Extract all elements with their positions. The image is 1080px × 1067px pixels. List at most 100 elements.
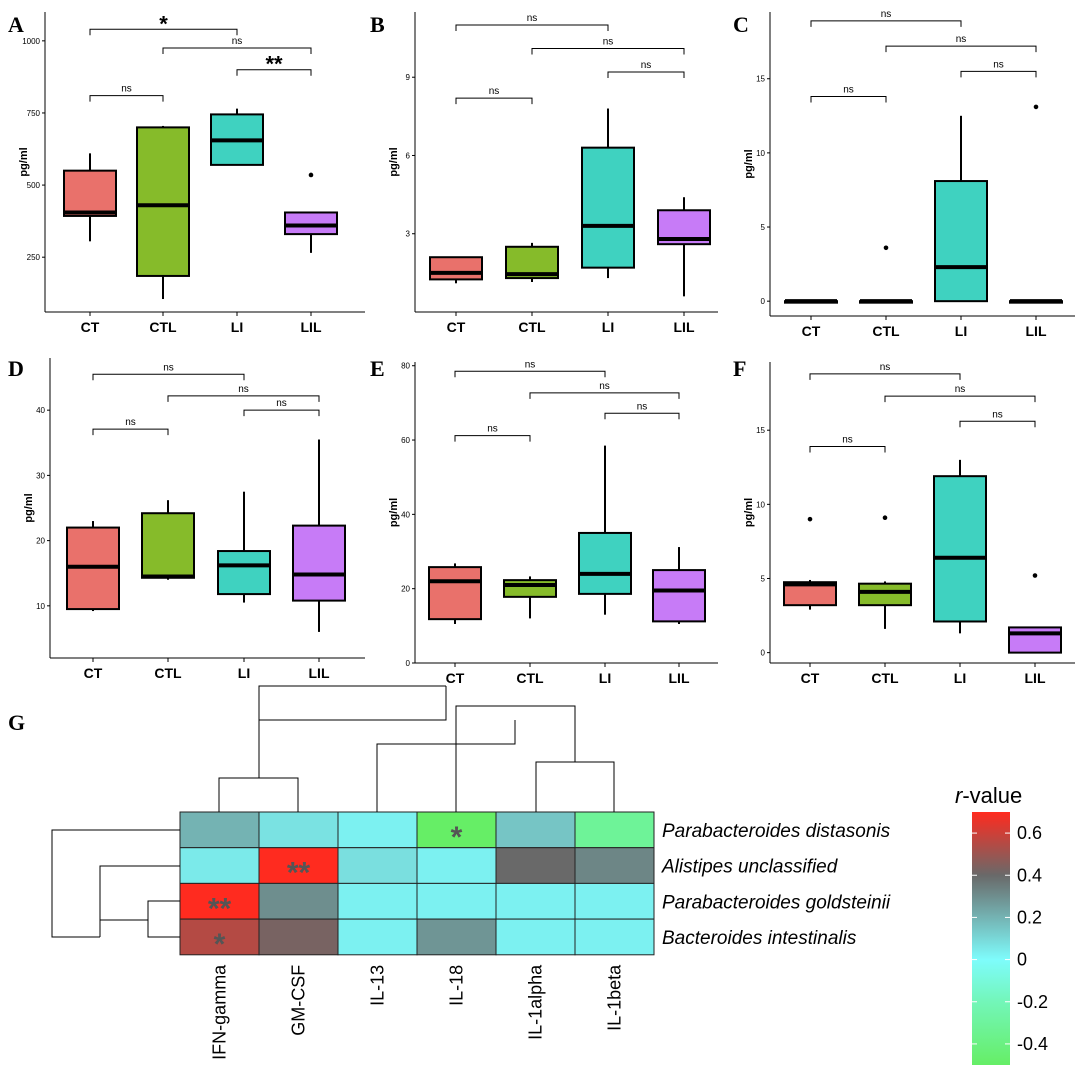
box-ctl bbox=[858, 582, 912, 607]
y-axis-label: pg/ml bbox=[388, 498, 400, 527]
box-ct bbox=[63, 169, 117, 217]
significance-label: ns bbox=[599, 381, 610, 392]
y-tick-label: 40 bbox=[36, 406, 45, 415]
panel-f: Fpg/ml 0 5 10 15 CT CTL LI LIL ns ns ns ns bbox=[733, 356, 1075, 686]
x-tick-label: LIL bbox=[1025, 670, 1046, 686]
heatmap-cell bbox=[179, 847, 260, 884]
legend-tick-label: 0 bbox=[1017, 950, 1027, 970]
panel-letter: G bbox=[8, 710, 25, 735]
box-ctl bbox=[141, 512, 195, 579]
significance-label: ns bbox=[487, 424, 498, 435]
y-tick-label: 0 bbox=[761, 297, 766, 306]
y-tick-label: 15 bbox=[756, 75, 765, 84]
significance-label: ns bbox=[527, 13, 538, 24]
significance-label: ns bbox=[125, 417, 136, 428]
heatmap-cell bbox=[337, 847, 418, 884]
x-tick-label: CTL bbox=[516, 670, 544, 686]
column-label: IL-18 bbox=[447, 965, 467, 1006]
row-dendrogram bbox=[51, 829, 180, 938]
heatmap-cell bbox=[179, 918, 260, 956]
comparison-bracket bbox=[607, 71, 685, 78]
row-label: Alistipes unclassified bbox=[661, 857, 839, 878]
y-tick-label: 10 bbox=[36, 602, 45, 611]
x-tick-label: LI bbox=[954, 670, 966, 686]
x-tick-label: CT bbox=[81, 319, 100, 335]
legend-colorbar bbox=[972, 812, 1010, 1065]
y-tick-label: 30 bbox=[36, 471, 45, 480]
y-tick-label: 40 bbox=[401, 510, 410, 519]
heatmap-cell bbox=[574, 811, 655, 849]
significance-label: ns bbox=[641, 60, 652, 71]
legend-tick-label: 0.6 bbox=[1017, 823, 1042, 843]
x-tick-label: LI bbox=[231, 319, 243, 335]
outlier-point bbox=[807, 516, 813, 522]
significance-label: ns bbox=[489, 86, 500, 97]
box-ct bbox=[429, 256, 483, 281]
column-label: IL-13 bbox=[368, 965, 388, 1006]
comparison-bracket bbox=[529, 392, 680, 399]
significance-star: ** bbox=[287, 857, 311, 890]
y-tick-label: 80 bbox=[401, 362, 410, 371]
x-tick-label: CT bbox=[447, 319, 466, 335]
x-tick-label: CT bbox=[802, 323, 821, 339]
heatmap-cell bbox=[495, 882, 576, 920]
comparison-bracket bbox=[236, 69, 312, 76]
x-tick-label: CT bbox=[446, 670, 465, 686]
heatmap-cell bbox=[495, 847, 576, 884]
x-tick-label: CTL bbox=[154, 665, 182, 681]
significance-label: ns bbox=[955, 384, 966, 395]
heatmap-cell bbox=[495, 811, 576, 849]
legend-tick-label: -0.4 bbox=[1017, 1034, 1048, 1054]
heatmap-cell bbox=[574, 918, 655, 956]
comparison-bracket bbox=[92, 373, 245, 381]
significance-label: * bbox=[159, 11, 168, 36]
x-tick-label: CTL bbox=[871, 670, 899, 686]
comparison-bracket bbox=[884, 395, 1036, 403]
x-tick-label: LIL bbox=[1026, 323, 1047, 339]
row-label: Parabacteroides distasonis bbox=[662, 821, 891, 842]
comparison-bracket bbox=[810, 20, 962, 27]
box-ctl bbox=[136, 126, 190, 277]
heatmap-cell bbox=[416, 847, 497, 884]
box-li bbox=[934, 180, 988, 303]
panel-a: Apg/ml 250 500 750 1000 CT CTL LI LIL * ns ** ns bbox=[8, 11, 365, 335]
x-tick-label: CT bbox=[801, 670, 820, 686]
y-tick-label: 0 bbox=[406, 659, 411, 668]
panel-letter: C bbox=[733, 12, 749, 37]
legend-title-italic: r bbox=[955, 783, 964, 808]
y-tick-label: 60 bbox=[401, 436, 410, 445]
legend-tick-label: 0.2 bbox=[1017, 907, 1042, 927]
heatmap-cell bbox=[258, 811, 339, 849]
y-axis-label: pg/ml bbox=[743, 149, 755, 178]
x-tick-label: LI bbox=[955, 323, 967, 339]
significance-label: ns bbox=[843, 85, 854, 96]
panel-b: Bpg/ml 3 6 9 CT CTL LI LIL ns ns ns ns bbox=[370, 12, 718, 335]
x-tick-label: LIL bbox=[309, 665, 330, 681]
comparison-bracket bbox=[810, 96, 887, 103]
panel-letter: F bbox=[733, 356, 746, 381]
significance-label: ns bbox=[238, 384, 249, 395]
column-label: IL-1alpha bbox=[526, 964, 546, 1040]
box-lil bbox=[1008, 626, 1062, 654]
y-tick-label: 5 bbox=[761, 574, 766, 583]
panel-c: Cpg/ml 0 5 10 15 CT CTL LI LIL ns ns ns ns bbox=[733, 9, 1075, 339]
panel-g: G******Parabacteroides distasonisAlistip… bbox=[8, 685, 1048, 1065]
column-label: GM-CSF bbox=[289, 965, 309, 1036]
comparison-bracket bbox=[604, 412, 680, 420]
comparison-bracket bbox=[809, 446, 886, 453]
legend-title-rest: -value bbox=[962, 783, 1022, 808]
x-tick-label: LI bbox=[599, 670, 611, 686]
significance-label: ** bbox=[265, 52, 283, 77]
significance-label: ns bbox=[842, 435, 853, 446]
panel-letter: B bbox=[370, 12, 385, 37]
y-tick-label: 15 bbox=[756, 426, 765, 435]
comparison-bracket bbox=[885, 45, 1037, 53]
significance-label: ns bbox=[956, 34, 967, 45]
box-ctl bbox=[503, 579, 557, 598]
significance-label: ns bbox=[993, 59, 1004, 70]
y-axis-label: pg/ml bbox=[23, 493, 35, 522]
significance-label: ns bbox=[232, 36, 243, 47]
x-tick-label: LIL bbox=[669, 670, 690, 686]
heatmap-cell bbox=[258, 882, 339, 920]
